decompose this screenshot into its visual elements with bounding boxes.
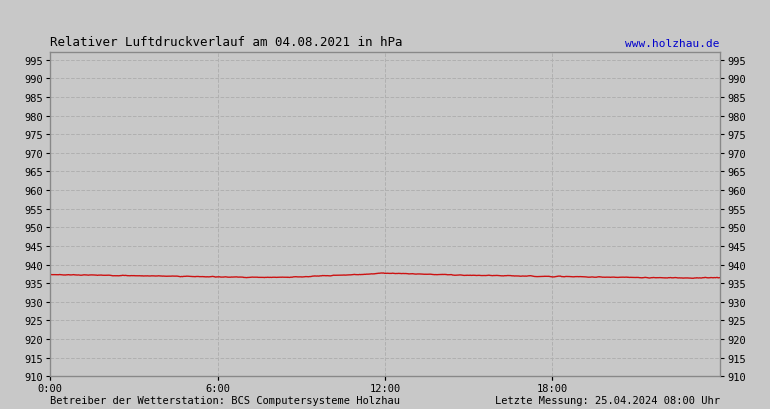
Text: Letzte Messung: 25.04.2024 08:00 Uhr: Letzte Messung: 25.04.2024 08:00 Uhr	[495, 395, 720, 405]
Text: Betreiber der Wetterstation: BCS Computersysteme Holzhau: Betreiber der Wetterstation: BCS Compute…	[50, 395, 400, 405]
Text: Relativer Luftdruckverlauf am 04.08.2021 in hPa: Relativer Luftdruckverlauf am 04.08.2021…	[50, 36, 403, 49]
Text: www.holzhau.de: www.holzhau.de	[625, 39, 720, 49]
